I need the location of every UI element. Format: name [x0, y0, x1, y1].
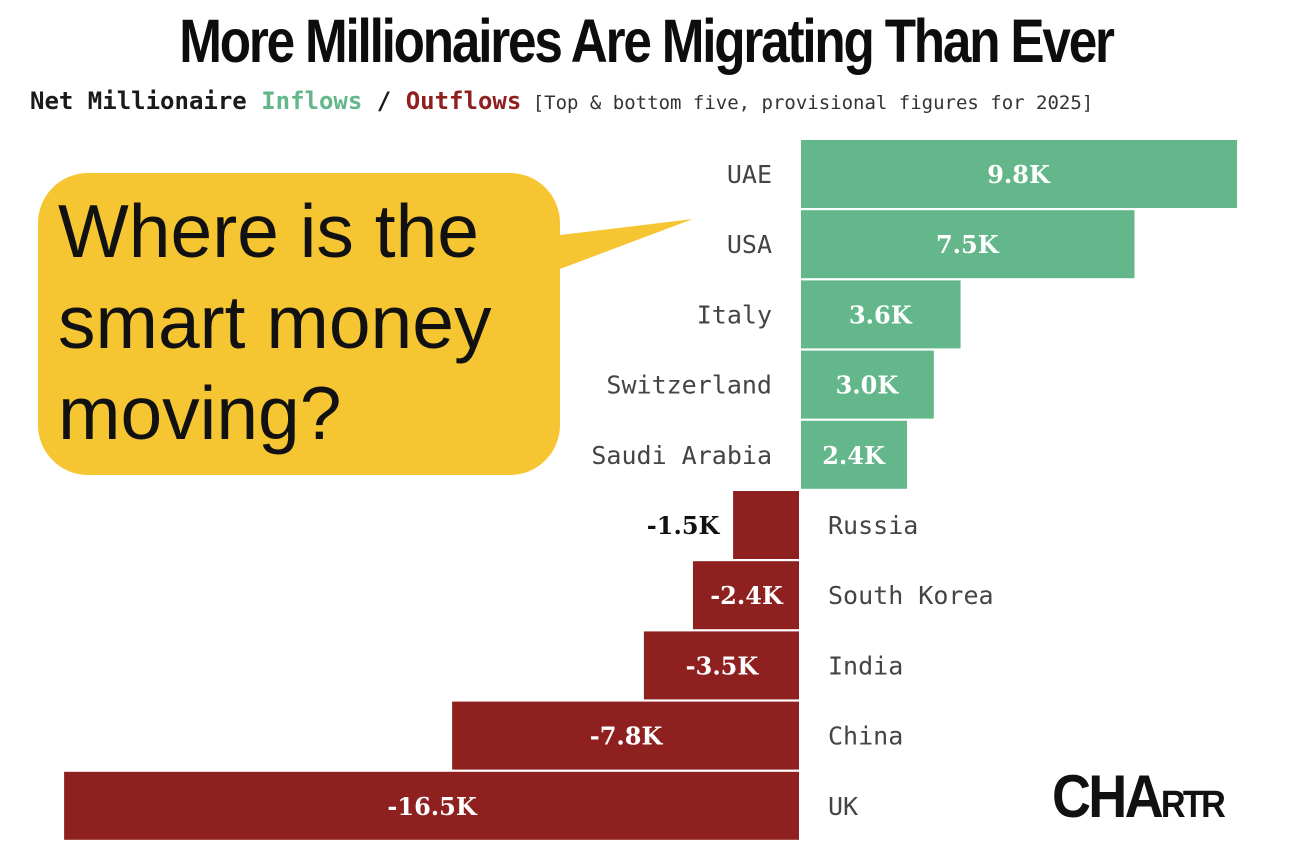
subtitle-prefix: Net Millionaire: [30, 87, 262, 115]
category-label: USA: [727, 230, 772, 259]
bar-india: [643, 631, 800, 700]
value-label: -16.5K: [387, 792, 477, 821]
callout-bubble: [38, 173, 560, 475]
bar-usa: [800, 210, 1135, 279]
subtitle-note: [Top & bottom five, provisional figures …: [521, 92, 1094, 114]
subtitle-inflows: Inflows: [261, 87, 363, 115]
category-label: South Korea: [828, 581, 994, 610]
chartr-logo: CHARTR: [1052, 762, 1226, 831]
value-label: 3.0K: [836, 371, 900, 400]
subtitle-separator: /: [362, 87, 406, 115]
value-label: 7.5K: [936, 230, 1000, 259]
logo-part-1: CHA: [1052, 763, 1164, 830]
value-label: -3.5K: [686, 651, 760, 680]
category-label: Italy: [697, 300, 772, 329]
bar-russia: [733, 491, 800, 559]
category-label: China: [828, 722, 903, 751]
value-label: 9.8K: [987, 160, 1051, 189]
chart-subtitle: Net Millionaire Inflows / Outflows [Top …: [30, 84, 1093, 121]
category-label: UAE: [727, 160, 772, 189]
chart-title: More Millionaires Are Migrating Than Eve…: [179, 7, 1115, 75]
bar-china: [452, 701, 800, 770]
category-label: Switzerland: [606, 371, 772, 400]
bar-south-korea: [692, 561, 800, 630]
bar-saudi-arabia: [800, 420, 908, 489]
bar-switzerland: [800, 350, 934, 419]
bar-uk: [64, 771, 801, 840]
value-label: -7.8K: [590, 722, 664, 751]
callout-text: Where is the smart money moving?: [58, 189, 492, 455]
bar-italy: [800, 280, 961, 349]
category-label: Russia: [828, 511, 918, 540]
bar-uae: [800, 140, 1238, 208]
category-label: UK: [828, 792, 858, 821]
value-label: -2.4K: [710, 581, 784, 610]
subtitle-outflows: Outflows: [405, 87, 522, 115]
value-label: -1.5K: [647, 511, 721, 540]
value-label: 3.6K: [849, 300, 913, 329]
category-label: India: [828, 651, 903, 680]
logo-part-2: RTR: [1160, 784, 1226, 826]
value-label: 2.4K: [822, 441, 886, 470]
category-label: Saudi Arabia: [591, 441, 772, 470]
